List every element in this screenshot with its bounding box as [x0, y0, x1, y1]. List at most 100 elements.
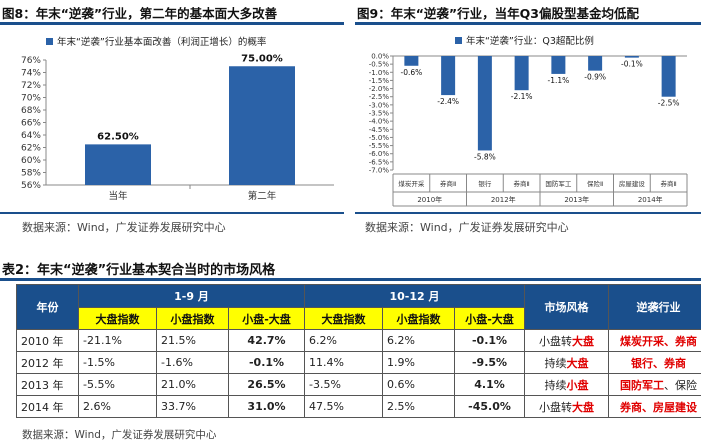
- bar: [85, 144, 151, 185]
- x-tick-label: 保险Ⅱ: [587, 179, 603, 188]
- table-row: 2010 年 -21.1% 21.5% 42.7% 6.2% 6.2% -0.1…: [16, 329, 701, 352]
- subheader-diff-2: 小盘-大盘: [454, 307, 526, 330]
- x-tick-label: 国防军工: [545, 179, 572, 188]
- y-tick-label: 66%: [21, 119, 41, 129]
- data-label: -1.1%: [547, 76, 569, 85]
- y-tick-label: 60%: [21, 156, 41, 166]
- data-label: -5.8%: [474, 152, 496, 161]
- fig9-legend: 年末“逆袭”行业：Q3超配比例: [455, 33, 594, 47]
- x-tick-label: 券商Ⅱ: [440, 179, 456, 188]
- y-tick-label: -1.5%: [369, 77, 390, 85]
- row-diff: 42.7%: [227, 329, 306, 352]
- fig9-legend-swatch: [455, 36, 462, 44]
- fig9-title-rule: [355, 22, 701, 25]
- table-row: 2012 年 -1.5% -1.6% -0.1% 11.4% 1.9% -9.5…: [16, 351, 701, 374]
- style-prefix: 小盘转: [539, 400, 573, 414]
- row-value: 0.6%: [382, 373, 456, 396]
- bar: [229, 66, 295, 185]
- fig8-title-rule: [0, 22, 344, 25]
- y-tick-label: -6.0%: [369, 150, 390, 158]
- row-year: 2013 年: [16, 373, 79, 396]
- row-value: 6.2%: [382, 329, 456, 352]
- row-value: -5.5%: [78, 373, 157, 396]
- data-label: -2.4%: [437, 97, 459, 106]
- row-value: -1.5%: [78, 351, 157, 374]
- y-tick-label: -3.0%: [369, 101, 390, 109]
- row-value: 33.7%: [156, 395, 229, 418]
- y-tick-label: 56%: [21, 181, 41, 191]
- year-label: 2010年: [417, 195, 442, 204]
- y-tick-label: -7.0%: [369, 167, 390, 175]
- x-tick-label: 银行: [478, 179, 492, 188]
- row-year: 2012 年: [16, 351, 79, 374]
- y-tick-label: -2.5%: [369, 93, 390, 101]
- data-label: -2.5%: [658, 99, 680, 108]
- style-highlight: 大盘: [572, 400, 595, 414]
- subheader-small-cap-2: 小盘指数: [382, 307, 456, 330]
- fig8-chart: 56% 58% 60% 62% 64% 66% 68% 70% 72% 74% 76% 62.50% 当…: [21, 53, 334, 202]
- table-row: 2013 年 -5.5% 21.0% 26.5% -3.5% 0.6% 4.1%…: [16, 373, 701, 396]
- table2: 年份 1-9 月 10-12 月 市场风格 逆袭行业 大盘指数 小盘指数 小盘-…: [16, 284, 701, 418]
- y-tick-label: -1.0%: [369, 69, 390, 77]
- industry-highlight: 券商、房屋建设: [620, 400, 698, 414]
- header-year: 年份: [16, 284, 79, 330]
- industry-highlight: 国防军工: [620, 378, 665, 392]
- fig9-source: 数据来源：Wind，广发证券发展研究中心: [365, 221, 569, 234]
- y-tick-label: -4.0%: [369, 118, 390, 126]
- bar: [661, 56, 676, 97]
- row-value: 21.5%: [156, 329, 229, 352]
- data-label: -0.1%: [621, 60, 643, 69]
- data-label: 75.00%: [241, 53, 283, 64]
- style-highlight: 大盘: [572, 334, 595, 348]
- row-value: 2.5%: [382, 395, 456, 418]
- x-tick-label: 房屋建设: [619, 179, 646, 188]
- x-tick-label: 当年: [108, 190, 128, 202]
- row-value: 2.6%: [78, 395, 157, 418]
- row-value: -3.5%: [304, 373, 384, 396]
- year-label: 2012年: [491, 195, 516, 204]
- table2-title: 表2：年末“逆袭”行业基本契合当时的市场风格: [2, 263, 276, 278]
- row-industry: 券商、房屋建设: [608, 395, 701, 418]
- x-tick-label: 煤炭开采: [398, 179, 425, 188]
- fig8-source: 数据来源：Wind，广发证券发展研究中心: [22, 221, 226, 234]
- row-market-style: 持续大盘: [524, 351, 610, 374]
- y-tick-label: 64%: [21, 131, 41, 141]
- row-diff: 4.1%: [454, 373, 526, 396]
- row-industry: 煤炭开采、券商: [608, 329, 701, 352]
- data-label: -0.6%: [400, 68, 422, 77]
- row-value: -1.6%: [156, 351, 229, 374]
- fig9-title: 图9：年末“逆袭”行业，当年Q3偏股型基金均低配: [357, 6, 639, 21]
- table2-source: 数据来源：Wind，广发证券发展研究中心: [22, 429, 217, 441]
- x-tick-label: 第二年: [248, 190, 277, 202]
- row-market-style: 持续小盘: [524, 373, 610, 396]
- bar: [514, 56, 529, 91]
- style-prefix: 持续: [544, 378, 567, 392]
- bar: [404, 56, 419, 66]
- y-tick-label: -0.5%: [369, 61, 390, 69]
- y-tick-label: 62%: [21, 144, 41, 154]
- fig8-legend: 年末“逆袭”行业基本面改善（利润正增长）的概率: [46, 34, 266, 48]
- x-tick-label: 券商Ⅱ: [514, 179, 530, 188]
- row-value: 1.9%: [382, 351, 456, 374]
- fig8-bottom-rule: [0, 212, 344, 214]
- fig8-title: 图8：年末“逆袭”行业，第二年的基本面大多改善: [2, 6, 278, 21]
- header-market-style: 市场风格: [524, 284, 610, 330]
- row-year: 2010 年: [16, 329, 79, 352]
- style-prefix: 持续: [544, 356, 567, 370]
- row-value: 21.0%: [156, 373, 229, 396]
- data-label: 62.50%: [97, 131, 139, 142]
- row-diff: 31.0%: [227, 395, 306, 418]
- subheader-small-cap-1: 小盘指数: [156, 307, 229, 330]
- year-label: 2014年: [638, 195, 663, 204]
- fig9-bottom-rule: [355, 212, 701, 214]
- y-tick-label: 70%: [21, 94, 41, 104]
- data-label: -0.9%: [584, 73, 606, 82]
- style-highlight: 小盘: [566, 378, 589, 392]
- row-diff: -0.1%: [227, 351, 306, 374]
- header-industry: 逆袭行业: [608, 284, 701, 330]
- row-value: 6.2%: [304, 329, 384, 352]
- row-market-style: 小盘转大盘: [524, 395, 610, 418]
- row-value: 11.4%: [304, 351, 384, 374]
- row-industry: 国防军工、保险: [608, 373, 701, 396]
- style-prefix: 小盘转: [539, 334, 573, 348]
